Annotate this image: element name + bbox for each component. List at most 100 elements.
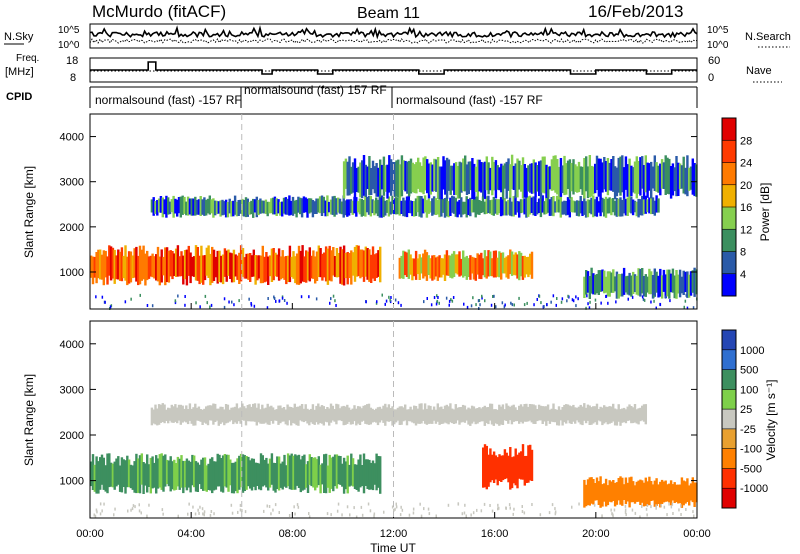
heatmap-cell [369, 407, 373, 425]
ground-scatter-cell [266, 504, 268, 508]
heatmap-cell [568, 405, 572, 424]
heatmap-cell [561, 407, 564, 426]
heatmap-cell [490, 403, 494, 425]
power-colorbar-segment [722, 184, 736, 208]
heatmap-cell [301, 245, 304, 282]
velocity-colorbar-segment [722, 349, 736, 370]
heatmap-cell [595, 403, 599, 425]
heatmap-cell [226, 202, 230, 218]
heatmap-cell [561, 165, 564, 194]
heatmap-cell [648, 268, 651, 295]
heatmap-cell [288, 455, 292, 490]
heatmap-cell [168, 408, 172, 421]
heatmap-cell [423, 249, 427, 277]
heatmap-cell [216, 453, 219, 487]
ground-scatter-cell [641, 505, 643, 508]
ground-scatter-cell [99, 512, 102, 516]
heatmap-cell [371, 199, 374, 214]
power-heatmap [90, 154, 698, 310]
heatmap-cell [126, 256, 129, 286]
heatmap-cell [641, 196, 644, 216]
heatmap-cell [157, 198, 161, 213]
heatmap-cell [385, 200, 389, 213]
heatmap-cell [601, 484, 604, 507]
heatmap-cell [675, 484, 678, 503]
ground-scatter-cell [445, 296, 448, 300]
heatmap-cell [313, 409, 316, 425]
heatmap-cell [530, 404, 534, 423]
heatmap-cell [420, 165, 424, 193]
ground-scatter-cell [194, 512, 197, 516]
ground-scatter-cell [237, 510, 239, 514]
ground-scatter-cell [435, 514, 437, 518]
heatmap-cell [592, 166, 595, 195]
ground-scatter-cell [95, 508, 98, 512]
heatmap-cell [347, 407, 351, 422]
heatmap-cell [161, 403, 165, 422]
heatmap-cell [536, 165, 539, 192]
heatmap-cell [311, 200, 315, 218]
heatmap-cell [677, 162, 680, 196]
heatmap-cell [382, 156, 386, 196]
heatmap-cell [151, 456, 154, 489]
heatmap-cell [203, 457, 207, 491]
heatmap-cell [492, 196, 496, 216]
heatmap-cell [149, 457, 153, 494]
heatmap-cell [492, 451, 496, 483]
heatmap-cell [415, 162, 418, 194]
ground-scatter-cell [543, 305, 545, 308]
heatmap-cell [536, 409, 539, 422]
heatmap-cell [422, 253, 425, 279]
heatmap-cell [481, 258, 485, 276]
heatmap-cell [489, 167, 492, 191]
heatmap-cell [630, 275, 633, 297]
heatmap-cell [268, 406, 271, 425]
heatmap-cell [258, 255, 261, 279]
heatmap-cell [223, 201, 226, 215]
heatmap-cell [353, 405, 356, 422]
heatmap-cell [509, 249, 512, 275]
heatmap-cell [552, 403, 555, 423]
heatmap-cell [228, 409, 231, 422]
heatmap-cell [214, 256, 218, 278]
heatmap-cell [402, 160, 405, 191]
heatmap-cell [594, 483, 597, 501]
heatmap-cell [283, 454, 286, 487]
heatmap-cell [570, 406, 573, 424]
heatmap-cell [552, 196, 555, 217]
power-colorbar-tick-label: 8 [740, 247, 746, 259]
ground-scatter-cell [510, 301, 512, 305]
heatmap-cell [411, 409, 414, 423]
heatmap-cell [243, 406, 246, 421]
heatmap-cell [330, 457, 333, 489]
heatmap-cell [405, 409, 409, 426]
heatmap-cell [445, 404, 449, 424]
ground-scatter-cell [375, 301, 378, 305]
heatmap-cell [617, 404, 620, 422]
heatmap-cell [432, 406, 436, 421]
velocity-heatmap [90, 403, 698, 519]
ground-scatter-cell [465, 514, 467, 518]
heatmap-cell [370, 254, 373, 283]
heatmap-cell [367, 195, 371, 215]
heatmap-cell [586, 404, 590, 421]
heatmap-cell [183, 250, 187, 280]
heatmap-cell [275, 198, 278, 216]
heatmap-cell [695, 164, 698, 197]
heatmap-cell [565, 404, 568, 424]
ground-scatter-cell [539, 513, 542, 517]
heatmap-cell [118, 251, 122, 281]
noise-right-tick-top: 10^5 [707, 25, 729, 36]
heatmap-cell [294, 454, 297, 490]
heatmap-cell [371, 246, 375, 279]
heatmap-cell [651, 166, 655, 189]
heatmap-cell [201, 199, 204, 215]
heatmap-cell [500, 163, 503, 193]
velocity-colorbar-segment [722, 488, 736, 509]
heatmap-cell [344, 158, 348, 189]
heatmap-cell [501, 455, 505, 481]
heatmap-cell [358, 406, 362, 425]
heatmap-cell [387, 404, 391, 422]
heatmap-cell [362, 250, 366, 282]
heatmap-cell [590, 197, 593, 215]
